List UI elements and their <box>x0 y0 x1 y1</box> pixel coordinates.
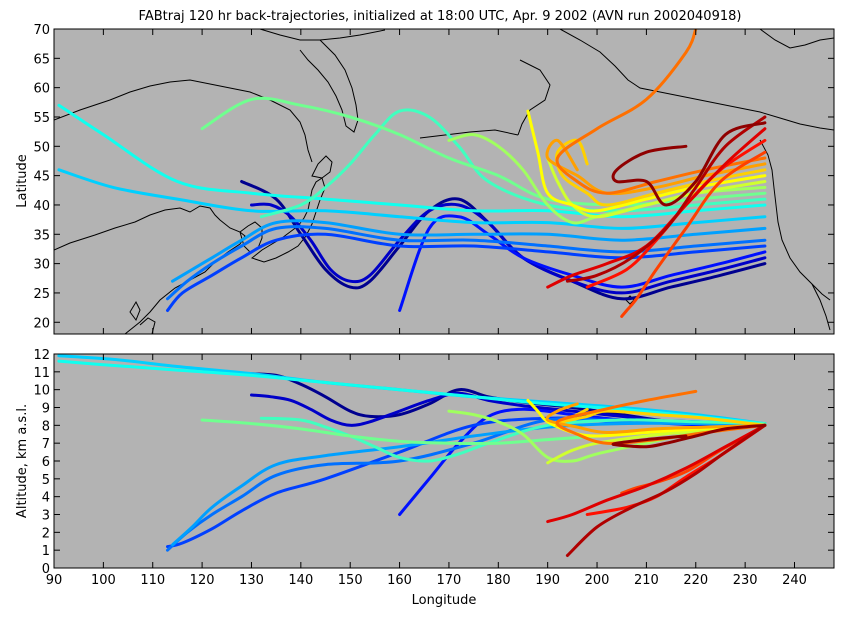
altitude-ytick-label-5: 5 <box>42 473 50 488</box>
map-ticks: 20 25 30 35 40 45 50 55 60 65 70 <box>33 23 834 334</box>
map-ytick-label-60: 60 <box>33 82 50 97</box>
trajectory-altitude-line-12 <box>546 423 767 465</box>
trajectory-altitude-line-20 <box>565 423 767 557</box>
map-ylabel: Latitude <box>15 154 30 208</box>
altitude-ytick-label-2: 2 <box>42 526 50 541</box>
coast-kamchatka <box>299 39 359 133</box>
altitude-trajectories <box>57 354 767 557</box>
coast-taiwan <box>129 300 141 322</box>
trajectory-altitude-line-15 <box>545 402 767 435</box>
coast-alaska-west <box>517 59 551 136</box>
trajectory-map-line-2 <box>250 202 767 295</box>
altitude-xtick-label-240: 240 <box>782 573 807 588</box>
chart-title: FABtraj 120 hr back-trajectories, initia… <box>139 9 742 24</box>
altitude-ytick-label-8: 8 <box>42 419 50 434</box>
trajectory-map-line-20 <box>565 115 767 283</box>
altitude-xtick-label-120: 120 <box>190 573 215 588</box>
altitude-ylabel: Altitude, km a.s.l. <box>15 404 30 518</box>
altitude-xtick-label-160: 160 <box>387 573 412 588</box>
map-axes <box>53 28 835 335</box>
altitude-xtick-label-90: 90 <box>46 573 63 588</box>
trajectory-map-line-21 <box>611 121 767 207</box>
coast-luzon <box>139 317 156 334</box>
map-ytick-label-50: 50 <box>33 140 50 155</box>
trajectory-map-line-6 <box>171 219 767 283</box>
altitude-xlabel: Longitude <box>412 593 477 608</box>
altitude-xtick-label-110: 110 <box>140 573 165 588</box>
map-ytick-label-45: 45 <box>33 170 50 185</box>
altitude-xtick-label-140: 140 <box>288 573 313 588</box>
trajectory-altitude-line-21 <box>611 423 767 449</box>
trajectory-altitude-line-5 <box>166 417 767 552</box>
altitude-xtick-label-190: 190 <box>535 573 560 588</box>
altitude-xtick-label-180: 180 <box>486 573 511 588</box>
altitude-xtick-label-170: 170 <box>437 573 462 588</box>
trajectory-altitude-line-19 <box>546 423 767 524</box>
altitude-xtick-label-230: 230 <box>733 573 758 588</box>
coast-japan <box>250 177 326 263</box>
altitude-xtick-label-210: 210 <box>634 573 659 588</box>
map-ytick-label-40: 40 <box>33 199 50 214</box>
coast-aleutians <box>419 129 519 139</box>
trajectory-map-line-17 <box>620 150 767 318</box>
altitude-ytick-label-6: 6 <box>42 455 50 470</box>
altitude-xtick-label-100: 100 <box>91 573 116 588</box>
altitude-ytick-label-12: 12 <box>33 348 50 363</box>
coast-alaska <box>559 29 834 131</box>
trajectory-map-line-7 <box>57 168 767 230</box>
trajectory-map-line-16 <box>555 29 767 195</box>
trajectory-map-line-14 <box>555 138 767 207</box>
trajectory-map-line-1 <box>240 180 767 301</box>
coast-korea <box>239 221 263 253</box>
altitude-ytick-label-11: 11 <box>33 366 50 381</box>
trajectory-map-line-8 <box>57 103 767 219</box>
altitude-xtick-label-150: 150 <box>338 573 363 588</box>
coast-baja <box>811 283 831 331</box>
map-ytick-label-65: 65 <box>33 52 50 67</box>
altitude-xtick-label-200: 200 <box>585 573 610 588</box>
altitude-ytick-label-3: 3 <box>42 509 50 524</box>
map-ytick-label-35: 35 <box>33 228 50 243</box>
map-ytick-label-25: 25 <box>33 287 50 302</box>
trajectory-altitude-line-9 <box>259 416 767 463</box>
coast-hokkaido <box>311 155 333 179</box>
map-ytick-label-20: 20 <box>33 316 50 331</box>
coast-canada <box>759 29 834 49</box>
map-panel: 20 25 30 35 40 45 50 55 60 65 70 Latitude <box>15 23 835 335</box>
trajectory-altitude-line-8 <box>57 359 767 426</box>
map-axes-frame <box>53 28 835 335</box>
altitude-ytick-label-10: 10 <box>33 384 50 399</box>
map-ytick-label-70: 70 <box>33 23 50 38</box>
map-ytick-label-30: 30 <box>33 258 50 273</box>
coastlines <box>54 29 834 334</box>
altitude-ytick-label-1: 1 <box>42 544 50 559</box>
altitude-xtick-label-220: 220 <box>683 573 708 588</box>
trajectory-altitude-line-2 <box>250 391 767 427</box>
trajectory-map-line-4 <box>166 232 767 312</box>
coast-asia <box>54 205 246 334</box>
coast-siberia-north <box>259 29 386 41</box>
coast-na-west <box>759 139 831 301</box>
altitude-xtick-label-130: 130 <box>239 573 264 588</box>
trajectory-map-line-15 <box>545 138 767 196</box>
coast-russia <box>54 79 313 163</box>
altitude-ytick-label-7: 7 <box>42 437 50 452</box>
altitude-ytick-label-9: 9 <box>42 402 50 417</box>
altitude-ytick-label-0: 0 <box>42 562 50 577</box>
map-trajectories <box>57 29 767 318</box>
altitude-ytick-label-4: 4 <box>42 491 50 506</box>
map-ytick-label-55: 55 <box>33 111 50 126</box>
